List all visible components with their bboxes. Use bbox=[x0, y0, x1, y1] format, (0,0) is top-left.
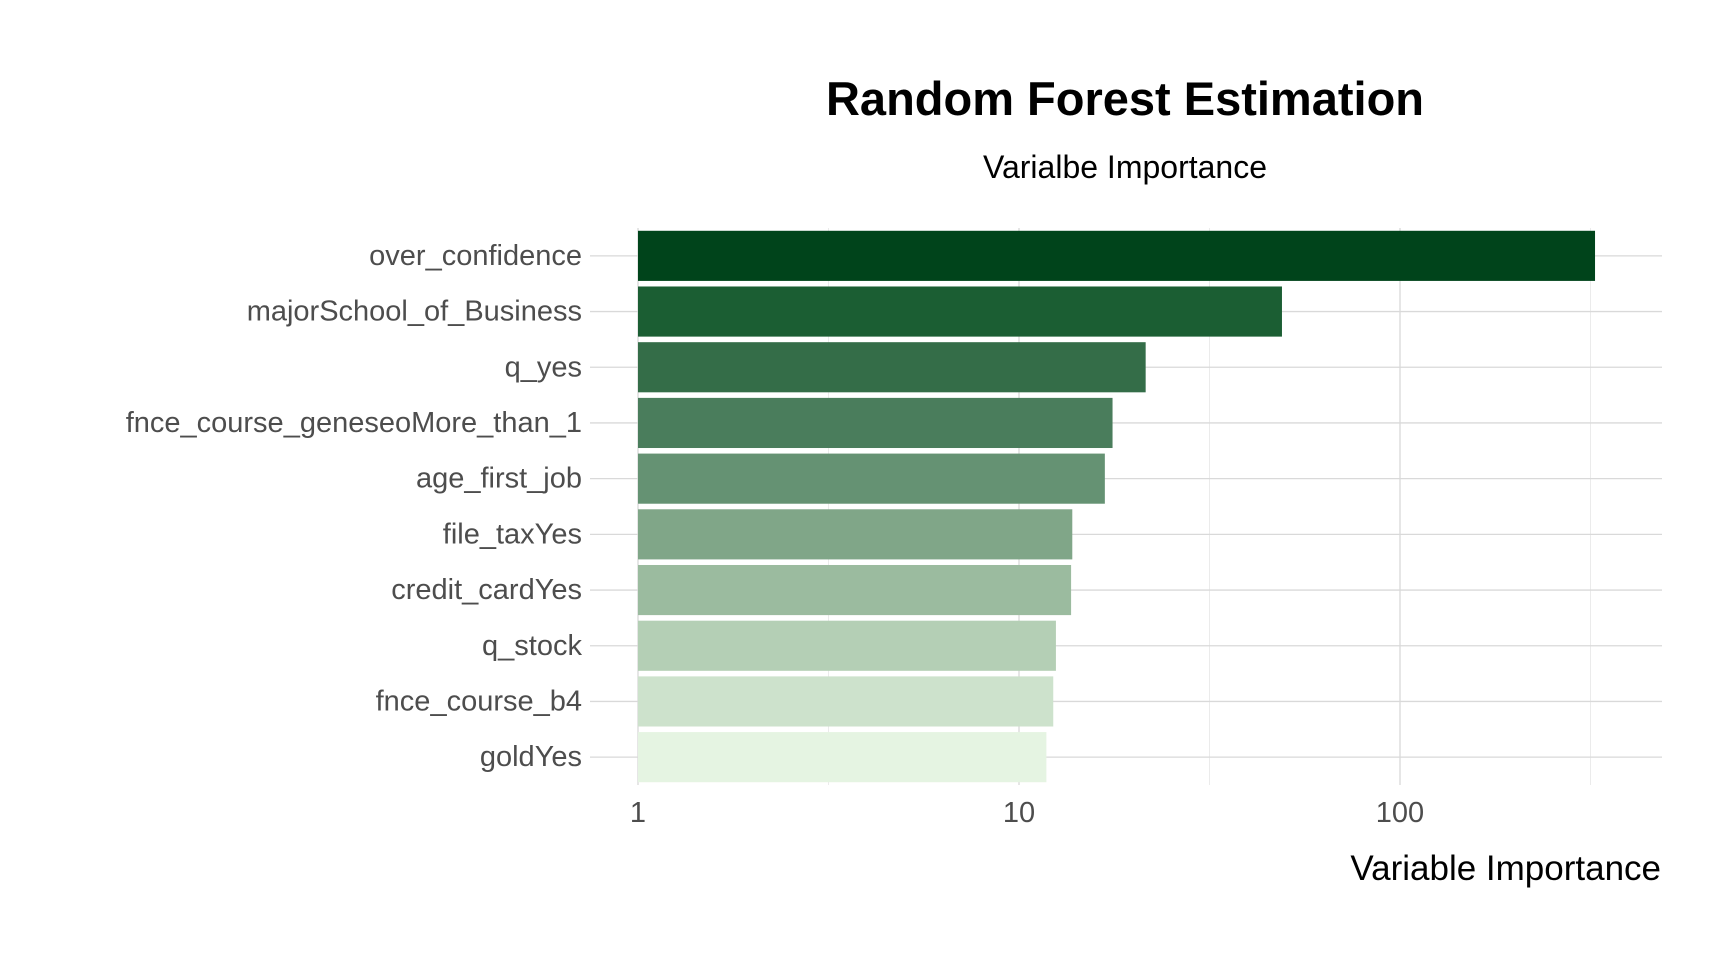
bar bbox=[638, 230, 1596, 281]
bar bbox=[638, 732, 1047, 783]
category-labels: over_confidence majorSchool_of_Business q_… bbox=[126, 240, 583, 773]
bar bbox=[638, 620, 1056, 671]
category-label: q_yes bbox=[505, 351, 582, 383]
category-label: fnce_course_b4 bbox=[376, 685, 582, 717]
category-label: goldYes bbox=[480, 741, 582, 773]
bar bbox=[638, 564, 1072, 616]
category-label: file_taxYes bbox=[443, 518, 582, 550]
category-label: age_first_job bbox=[416, 463, 582, 495]
category-label: fnce_course_geneseoMore_than_1 bbox=[126, 407, 582, 439]
x-tick-label: 100 bbox=[1376, 797, 1424, 829]
bar bbox=[638, 453, 1105, 504]
category-label: majorSchool_of_Business bbox=[247, 296, 582, 328]
x-axis-title: Variable Importance bbox=[1350, 849, 1661, 888]
category-label: q_stock bbox=[482, 630, 582, 662]
chart-subtitle: Varialbe Importance bbox=[983, 149, 1267, 185]
x-tick-label: 1 bbox=[630, 797, 646, 829]
category-label: over_confidence bbox=[369, 240, 582, 272]
bar bbox=[638, 676, 1054, 727]
bar bbox=[638, 342, 1146, 393]
bar bbox=[638, 286, 1282, 337]
x-tick-labels: 1 10 100 bbox=[630, 797, 1424, 829]
chart-title: Random Forest Estimation bbox=[826, 72, 1424, 125]
category-label: credit_cardYes bbox=[391, 574, 582, 606]
x-tick-label: 10 bbox=[1003, 797, 1035, 829]
bars bbox=[638, 230, 1596, 783]
bar bbox=[638, 397, 1113, 449]
bar bbox=[638, 509, 1073, 560]
